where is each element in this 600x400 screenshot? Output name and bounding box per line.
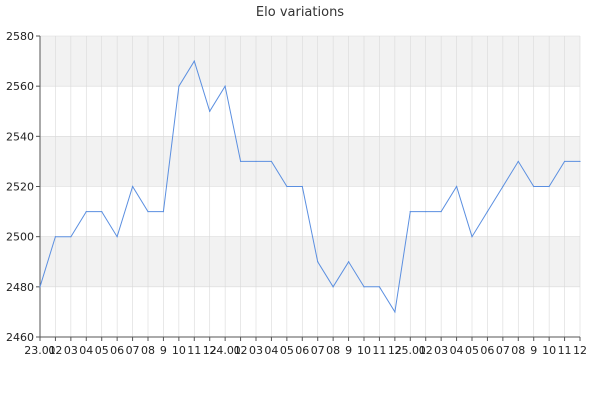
x-tick-label: 11 (558, 344, 572, 357)
x-tick-label: 04 (450, 344, 464, 357)
x-tick-label: 05 (465, 344, 479, 357)
x-tick-label: 02 (234, 344, 248, 357)
data-point (502, 185, 504, 188)
data-point (224, 85, 226, 87)
data-point (425, 210, 427, 213)
y-tick-label: 2540 (6, 130, 34, 143)
data-point (116, 236, 118, 238)
data-point (533, 185, 535, 188)
x-tick-label: 05 (280, 344, 294, 357)
data-point (178, 85, 180, 87)
x-tick-label: 12 (203, 344, 217, 357)
x-tick-label: 23.01 (24, 344, 56, 357)
data-point (347, 261, 350, 263)
data-point (563, 160, 566, 163)
data-point (332, 286, 334, 288)
data-point (54, 236, 57, 238)
y-tick-label: 2460 (6, 331, 34, 344)
x-tick-label: 08 (141, 344, 155, 357)
data-point (39, 286, 41, 288)
y-tick-label: 2560 (6, 80, 34, 93)
x-tick-label: 03 (249, 344, 263, 357)
x-tick-label: 08 (511, 344, 525, 357)
x-tick-label: 24.01 (209, 344, 241, 357)
x-tick-label: 03 (434, 344, 448, 357)
x-tick-label: 07 (496, 344, 510, 357)
y-axis-ticks: 2460 2480 2500 2520 2540 2560 2580 (6, 30, 40, 344)
data-point (440, 210, 442, 213)
series-line-0 (39, 59, 580, 314)
data-point (517, 160, 519, 163)
data-point (239, 160, 242, 163)
chart-title: Elo variations (256, 5, 344, 20)
x-tick-label: 11 (372, 344, 386, 357)
x-tick-label: 10 (172, 344, 186, 357)
x-tick-label: 06 (295, 344, 309, 357)
data-point (378, 286, 381, 288)
data-point (101, 210, 103, 213)
data-point (162, 210, 165, 213)
x-tick-label: 9 (160, 344, 167, 357)
x-tick-label: 07 (126, 344, 140, 357)
data-point (193, 60, 195, 62)
band-2520 (40, 136, 580, 187)
data-point (286, 185, 288, 188)
data-point (409, 210, 411, 213)
data-point (548, 185, 550, 188)
x-tick-label: 9 (530, 344, 537, 357)
x-tick-label: 12 (573, 344, 587, 357)
x-tick-label: 04 (264, 344, 278, 357)
x-tick-label: 25.01 (395, 344, 427, 357)
y-tick-label: 2520 (6, 181, 34, 194)
x-tick-label: 02 (419, 344, 433, 357)
x-tick-label: 12 (388, 344, 402, 357)
x-tick-label: 02 (48, 344, 62, 357)
series-layer (39, 59, 581, 314)
data-point (255, 160, 257, 163)
x-tick-label: 11 (187, 344, 201, 357)
data-point (131, 185, 134, 188)
data-point (209, 110, 211, 112)
data-point (301, 185, 303, 188)
band-2560 (40, 36, 580, 87)
data-point (85, 210, 87, 213)
x-tick-label: 05 (95, 344, 109, 357)
data-point (455, 185, 458, 188)
band-2480 (40, 236, 580, 287)
x-tick-label: 06 (480, 344, 494, 357)
axes (36, 36, 580, 341)
data-point (486, 210, 489, 213)
data-point (363, 286, 365, 288)
data-point (394, 311, 396, 313)
x-tick-label: 06 (110, 344, 124, 357)
x-tick-label: 03 (64, 344, 78, 357)
data-point (579, 160, 581, 163)
data-point (317, 261, 319, 263)
data-point (471, 236, 473, 238)
x-tick-label: 07 (311, 344, 325, 357)
data-point (70, 236, 72, 238)
y-tick-label: 2480 (6, 281, 34, 294)
x-tick-label: 9 (345, 344, 352, 357)
data-point (147, 210, 149, 213)
background-bands (40, 36, 580, 287)
data-point (270, 160, 273, 163)
y-tick-label: 2500 (6, 231, 34, 244)
y-tick-label: 2580 (6, 30, 34, 43)
x-tick-label: 10 (357, 344, 371, 357)
x-tick-label: 10 (542, 344, 556, 357)
x-tick-label: 04 (79, 344, 93, 357)
x-tick-label: 08 (326, 344, 340, 357)
